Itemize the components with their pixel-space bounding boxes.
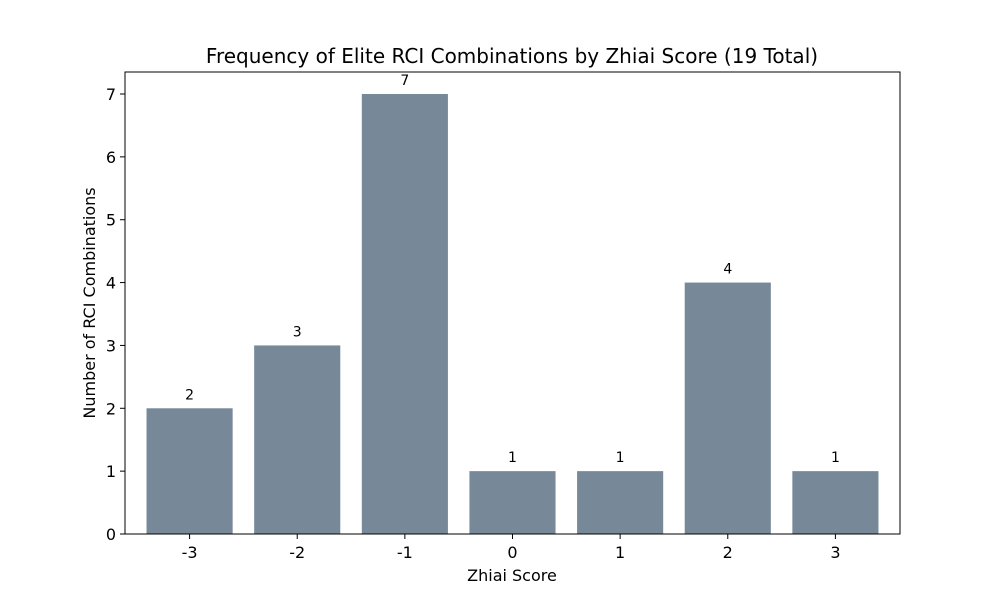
y-tick-label-2: 2 bbox=[106, 399, 116, 418]
x-tick-label-2: 2 bbox=[723, 543, 733, 562]
y-tick-label-7: 7 bbox=[106, 85, 116, 104]
x-tick-label-0: 0 bbox=[507, 543, 517, 562]
data-label-0: 1 bbox=[508, 450, 517, 466]
y-tick-label-0: 0 bbox=[106, 525, 116, 544]
x-axis-label: Zhiai Score bbox=[467, 566, 557, 585]
bar-3 bbox=[792, 471, 879, 534]
data-label-1: 1 bbox=[616, 450, 625, 466]
y-tick-label-4: 4 bbox=[106, 274, 116, 293]
x-tick-label-3: 3 bbox=[830, 543, 840, 562]
bar-2 bbox=[684, 282, 771, 534]
y-tick-label-6: 6 bbox=[106, 148, 116, 167]
y-tick-label-3: 3 bbox=[106, 336, 116, 355]
y-tick-label-1: 1 bbox=[106, 462, 116, 481]
x-tick-label-1: 1 bbox=[615, 543, 625, 562]
bar--2 bbox=[254, 345, 341, 534]
bar-0 bbox=[469, 471, 556, 534]
x-tick-label--1: -1 bbox=[397, 543, 413, 562]
y-tick-label-5: 5 bbox=[106, 211, 116, 230]
bar--3 bbox=[146, 408, 233, 534]
chart-title: Frequency of Elite RCI Combinations by Z… bbox=[206, 44, 818, 68]
data-label--1: 7 bbox=[400, 73, 409, 89]
x-tick-label--2: -2 bbox=[289, 543, 305, 562]
x-tick-label--3: -3 bbox=[182, 543, 198, 562]
data-label--3: 2 bbox=[185, 387, 194, 403]
data-label-3: 1 bbox=[831, 450, 840, 466]
bar-1 bbox=[577, 471, 664, 534]
y-axis-label: Number of RCI Combinations bbox=[80, 187, 99, 418]
data-label-2: 4 bbox=[723, 262, 732, 278]
bar--1 bbox=[361, 94, 448, 534]
data-label--2: 3 bbox=[293, 324, 302, 340]
